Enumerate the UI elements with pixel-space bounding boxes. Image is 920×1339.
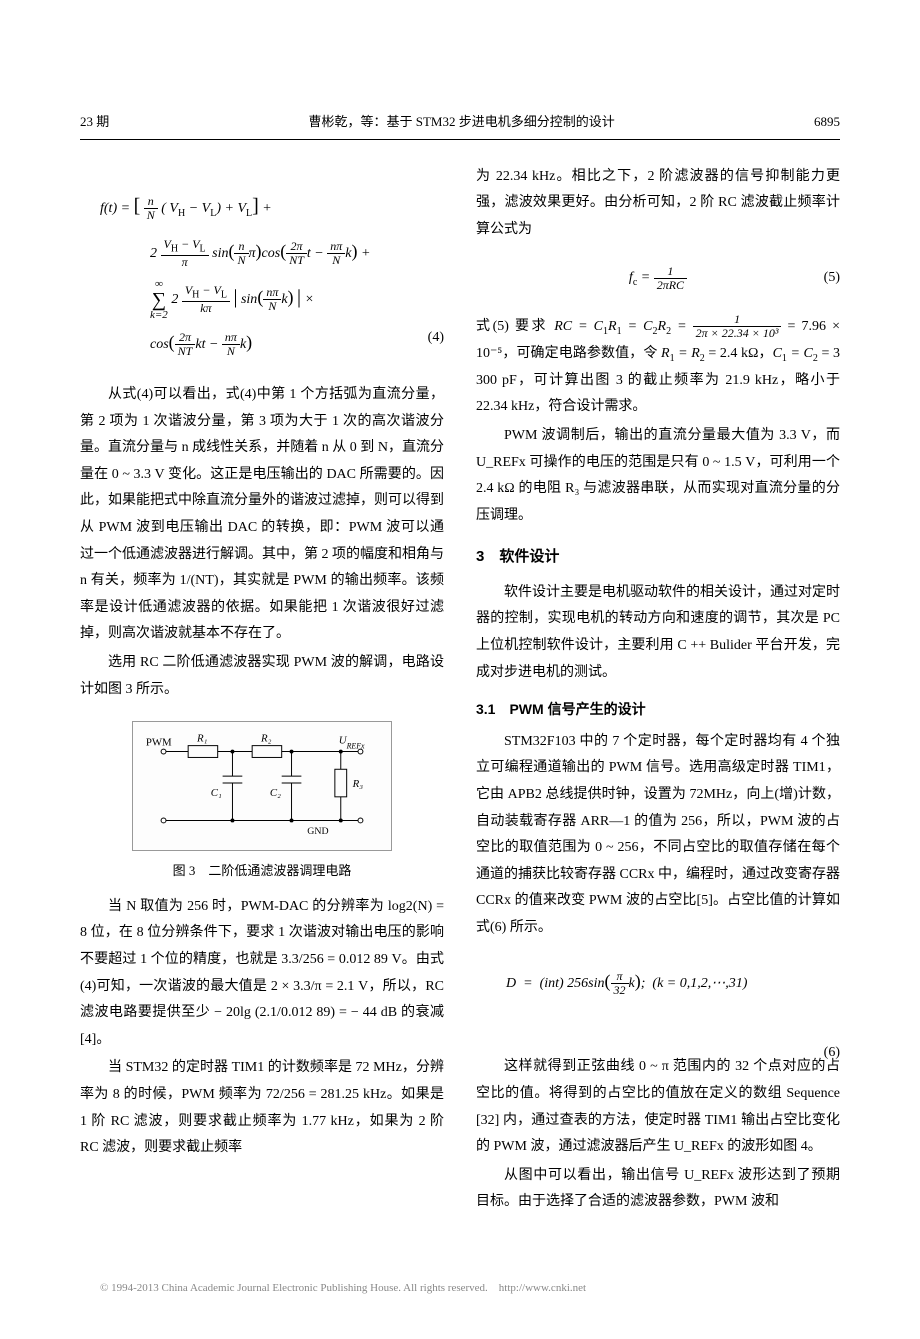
eq5-den: 2πRC xyxy=(654,279,687,292)
eq6-num: π xyxy=(611,970,629,984)
header-title: 曹彬乾，等：基于 STM32 步进电机多细分控制的设计 xyxy=(309,110,615,135)
right-para-7: 从图中可以看出，输出信号 U_REFx 波形达到了预期目标。由于选择了合适的滤波… xyxy=(476,1163,840,1216)
label-r1: R₁ xyxy=(196,733,208,745)
left-para-4: 当 STM32 的定时器 TIM1 的计数频率是 72 MHz，分辨率为 8 的… xyxy=(80,1055,444,1161)
eq4-frac-n: n xyxy=(144,195,158,209)
page-footer: © 1994-2013 China Academic Journal Elect… xyxy=(80,1278,840,1299)
right-para-4: 软件设计主要是电机驱动软件的相关设计，通过对定时器的控制，实现电机的转动方向和速… xyxy=(476,580,840,686)
equation-6: D = (int) 256sin(π32k); (k = 0,1,2,⋯,31)… xyxy=(476,960,840,1037)
label-c1: C₁ xyxy=(211,787,222,799)
right-para-5: STM32F103 中的 7 个定时器，每个定时器均有 4 个独立可编程通道输出… xyxy=(476,729,840,942)
left-para-3: 当 N 取值为 256 时，PWM-DAC 的分辨率为 log2(N) = 8 … xyxy=(80,894,444,1054)
eq5-number: (5) xyxy=(824,261,840,295)
right-para-3: PWM 波调制后，输出的直流分量最大值为 3.3 V，而 U_REFx 可操作的… xyxy=(476,423,840,529)
label-r2: R₂ xyxy=(260,733,272,745)
eq4-frac-N: N xyxy=(144,209,158,222)
page: 23 期 曹彬乾，等：基于 STM32 步进电机多细分控制的设计 6895 f(… xyxy=(0,0,920,1339)
eq4-lhs: f(t) = xyxy=(100,201,134,216)
two-column-layout: f(t) = [ nN ( VH − VL) + VL] + 2 VH − VL… xyxy=(80,164,840,1218)
eq6-den: 32 xyxy=(611,984,629,997)
right-column: 为 22.34 kHz。相比之下，2 阶滤波器的信号抑制能力更强，滤波效果更好。… xyxy=(476,164,840,1218)
left-para-2: 选用 RC 二阶低通滤波器实现 PWM 波的解调，电路设计如图 3 所示。 xyxy=(80,650,444,703)
figure-3-caption: 图 3 二阶低通滤波器调理电路 xyxy=(80,859,444,884)
left-para-1: 从式(4)可以看出，式(4)中第 1 个方括弧为直流分量，第 2 项为 1 次谐… xyxy=(80,382,444,648)
equation-4: f(t) = [ nN ( VH − VL) + VL] + 2 VH − VL… xyxy=(80,182,444,364)
label-uref: UREFx xyxy=(339,735,365,751)
label-pwm: PWM xyxy=(146,737,172,749)
section-3-1-head: 3.1 PWM 信号产生的设计 xyxy=(476,696,840,723)
right-para-2: 式(5) 要求 RC = C1R1 = C2R2 = 12π × 22.34 ×… xyxy=(476,313,840,421)
eq6-number: (6) xyxy=(824,1036,840,1070)
right-para-1: 为 22.34 kHz。相比之下，2 阶滤波器的信号抑制能力更强，滤波效果更好。… xyxy=(476,164,840,244)
eq5-num: 1 xyxy=(654,265,687,279)
left-column: f(t) = [ nN ( VH − VL) + VL] + 2 VH − VL… xyxy=(80,164,444,1218)
page-number: 6895 xyxy=(814,110,840,135)
right-para-6: 这样就得到正弦曲线 0 ~ π 范围内的 32 个点对应的占空比的值。将得到的占… xyxy=(476,1054,840,1160)
eq4-number: (4) xyxy=(428,321,444,355)
label-gnd: GND xyxy=(307,826,328,837)
label-c2: C₂ xyxy=(270,787,281,799)
section-3-head: 3 软件设计 xyxy=(476,543,840,572)
issue-label: 23 期 xyxy=(80,110,109,135)
label-r3: R₃ xyxy=(352,778,364,790)
figure-3: PWM R₁ R₂ UREFx C₁ xyxy=(80,721,444,884)
sum-upper: ∞ xyxy=(150,279,168,290)
circuit-diagram: PWM R₁ R₂ UREFx C₁ xyxy=(132,721,392,851)
sum-lower: k=2 xyxy=(150,310,168,321)
equation-5: fc = 12πRC (5) xyxy=(476,261,840,295)
page-header: 23 期 曹彬乾，等：基于 STM32 步进电机多细分控制的设计 6895 xyxy=(80,110,840,140)
